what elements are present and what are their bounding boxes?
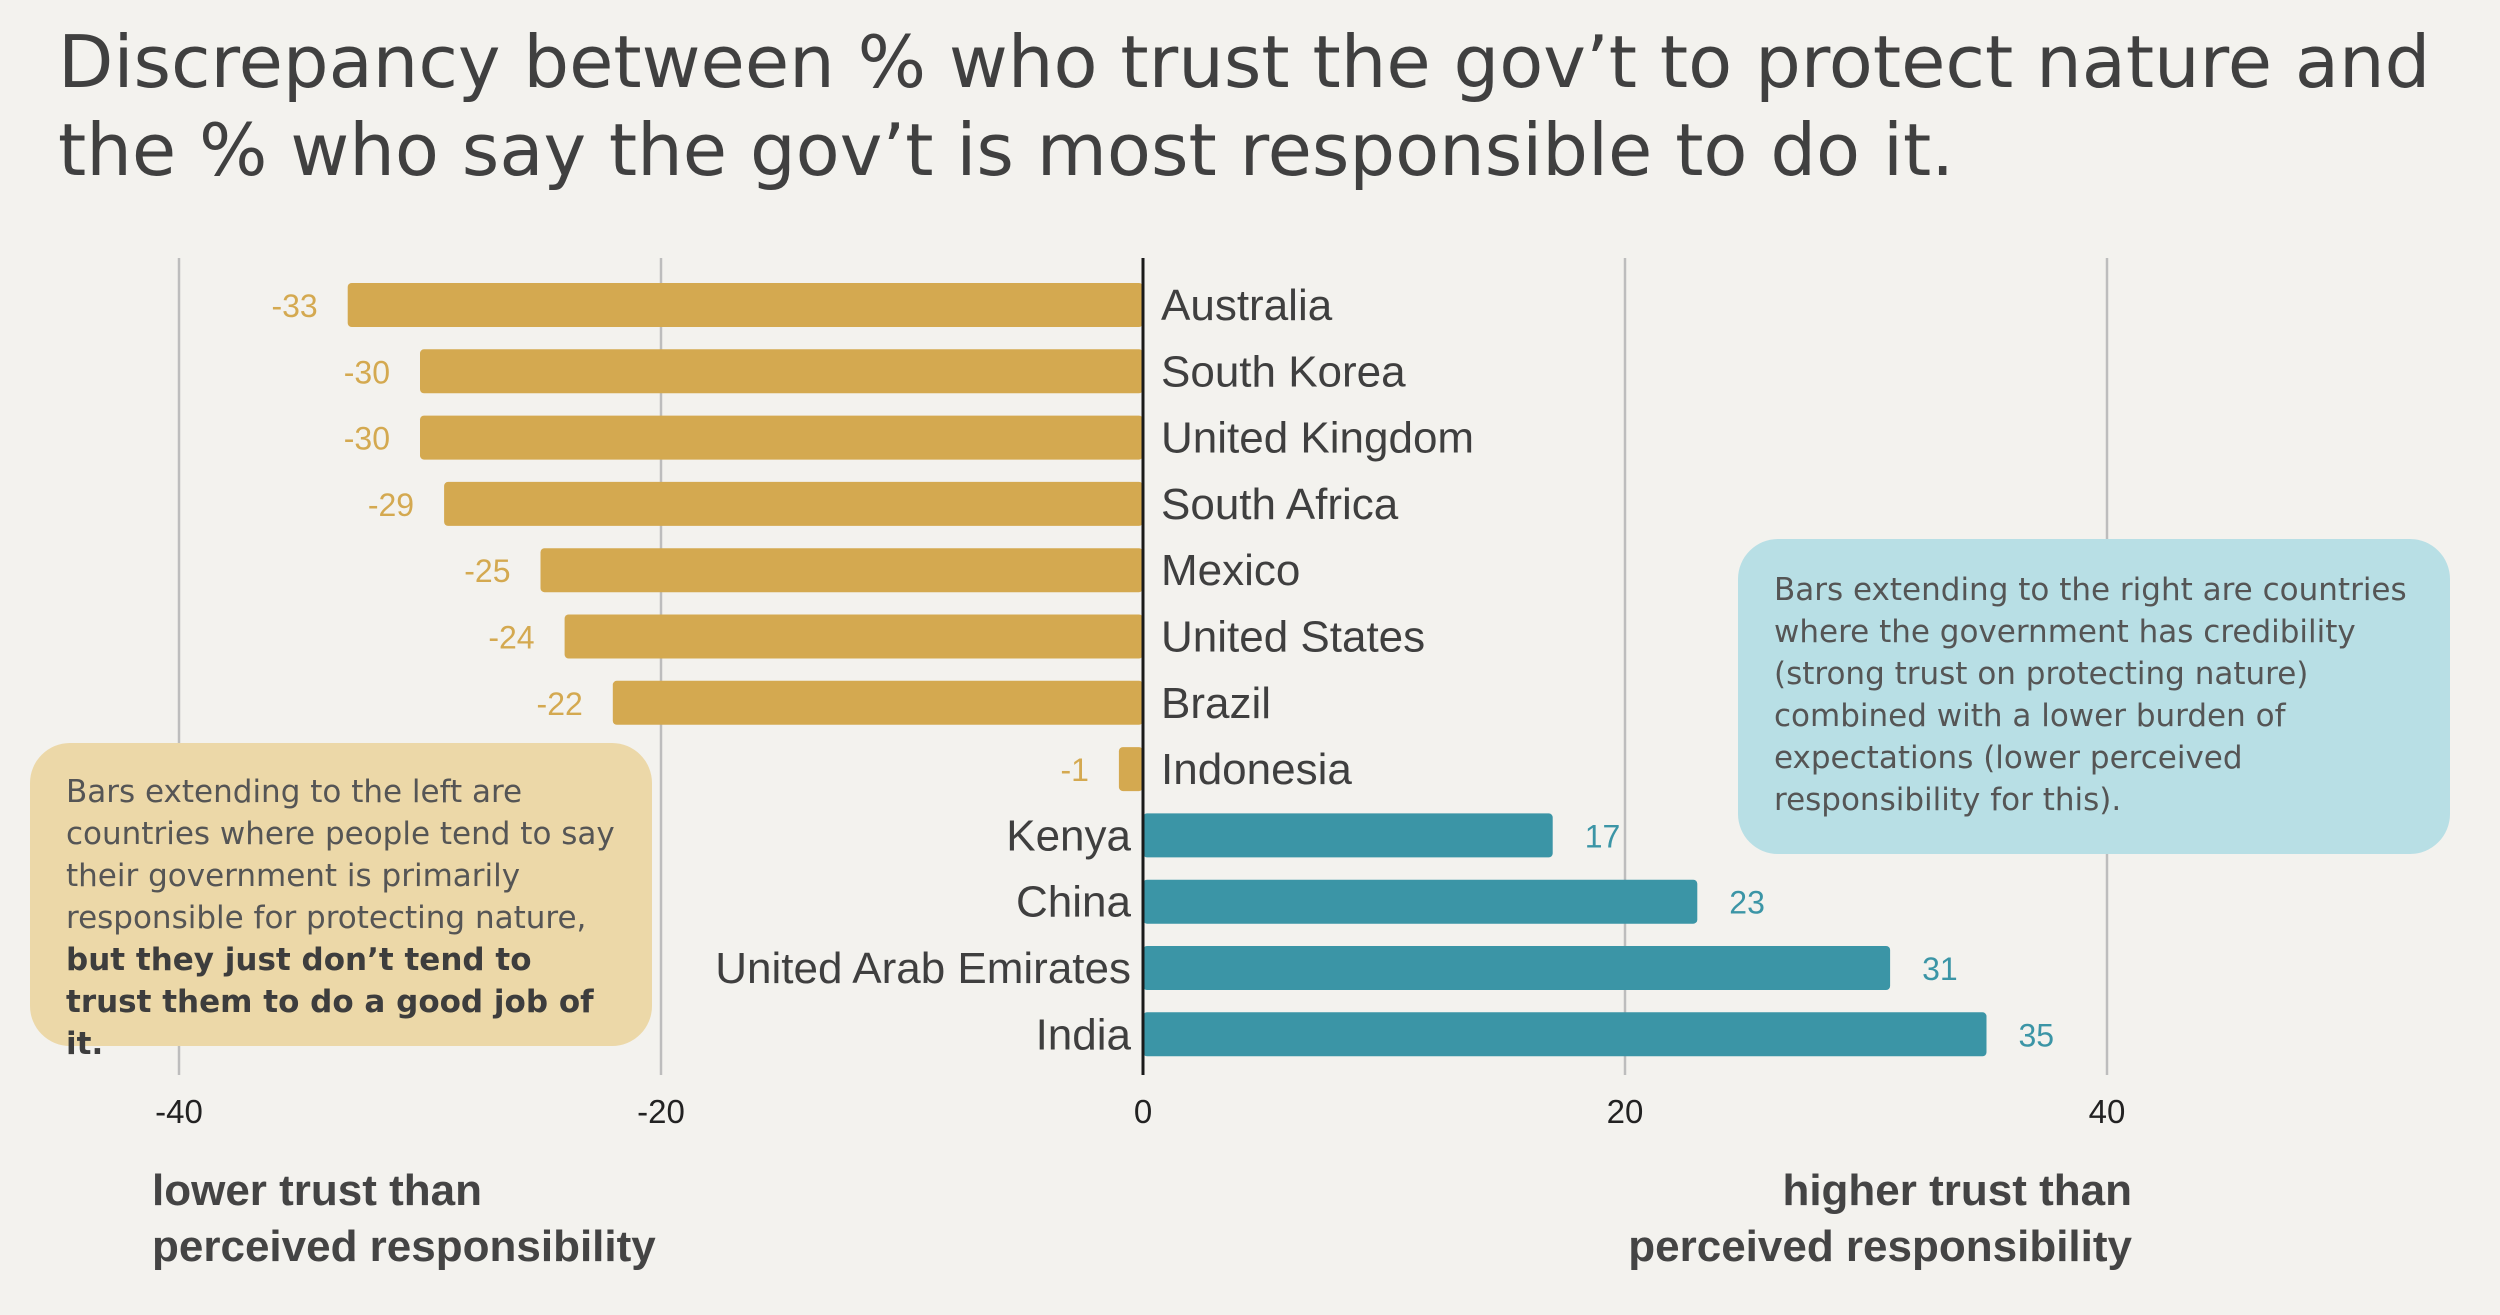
data-label: -24 bbox=[488, 620, 534, 656]
callout-left: Bars extending to the left are countries… bbox=[30, 743, 652, 1062]
axis-note-right-line-2: perceived responsibility bbox=[1628, 1222, 2132, 1271]
callout-right-text: Bars extending to the right are countrie… bbox=[1774, 572, 2407, 818]
bar bbox=[1143, 946, 1891, 990]
data-label: -22 bbox=[537, 686, 583, 722]
category-label: China bbox=[1016, 878, 1131, 927]
data-label: -25 bbox=[464, 553, 510, 589]
bar bbox=[420, 415, 1143, 460]
callout-left-bold: but they just don’t tend to trust them t… bbox=[66, 942, 594, 1062]
axis-note-right: higher trust than perceived responsibili… bbox=[1628, 1163, 2132, 1275]
category-label: United Kingdom bbox=[1161, 414, 1474, 463]
category-label: Australia bbox=[1161, 281, 1333, 330]
x-tick-label: -40 bbox=[155, 1093, 203, 1130]
x-tick-label: -20 bbox=[637, 1093, 685, 1130]
callout-right: Bars extending to the right are countrie… bbox=[1738, 539, 2450, 854]
x-tick-label: 0 bbox=[1134, 1093, 1152, 1130]
x-tick-label: 40 bbox=[2089, 1093, 2126, 1130]
x-tick-label: 20 bbox=[1607, 1093, 1644, 1130]
bar bbox=[1143, 813, 1553, 858]
bar bbox=[540, 548, 1143, 593]
category-label: Mexico bbox=[1161, 546, 1300, 595]
data-label: 35 bbox=[2019, 1017, 2055, 1053]
data-label: 31 bbox=[1922, 951, 1958, 987]
axis-note-left-line-1: lower trust than bbox=[152, 1166, 483, 1215]
bars bbox=[347, 283, 1987, 1057]
axis-note-left: lower trust than perceived responsibilit… bbox=[152, 1163, 656, 1275]
category-label: India bbox=[1036, 1010, 1132, 1059]
labels: -40 -20 0 20 40 Australia -33 South Korea -30 Uni… bbox=[155, 281, 2125, 1130]
category-label: South Korea bbox=[1161, 347, 1406, 396]
data-label: -29 bbox=[368, 487, 414, 523]
data-label: -33 bbox=[271, 288, 317, 324]
bar bbox=[612, 680, 1143, 725]
bar bbox=[444, 481, 1144, 526]
category-label: Kenya bbox=[1006, 811, 1131, 860]
category-label: Brazil bbox=[1161, 679, 1271, 728]
category-label: United Arab Emirates bbox=[715, 944, 1131, 993]
category-label: United States bbox=[1161, 613, 1425, 662]
bar bbox=[1143, 1012, 1987, 1057]
category-label: South Africa bbox=[1161, 480, 1399, 529]
bar bbox=[420, 349, 1143, 394]
data-label: -30 bbox=[344, 354, 390, 390]
data-label: 23 bbox=[1729, 885, 1765, 921]
bar bbox=[347, 283, 1143, 327]
category-label: Indonesia bbox=[1161, 745, 1352, 794]
bar bbox=[1118, 747, 1143, 792]
axis-note-right-line-1: higher trust than bbox=[1782, 1166, 2132, 1215]
bar bbox=[1143, 879, 1698, 924]
bar bbox=[564, 614, 1143, 659]
data-label: 17 bbox=[1585, 818, 1621, 854]
data-label: -30 bbox=[344, 421, 390, 457]
chart-title: Discrepancy between % who trust the gov’… bbox=[58, 20, 2431, 192]
axis-note-left-line-2: perceived responsibility bbox=[152, 1222, 656, 1271]
data-label: -1 bbox=[1060, 752, 1088, 788]
callout-left-text: Bars extending to the left are countries… bbox=[66, 774, 615, 936]
